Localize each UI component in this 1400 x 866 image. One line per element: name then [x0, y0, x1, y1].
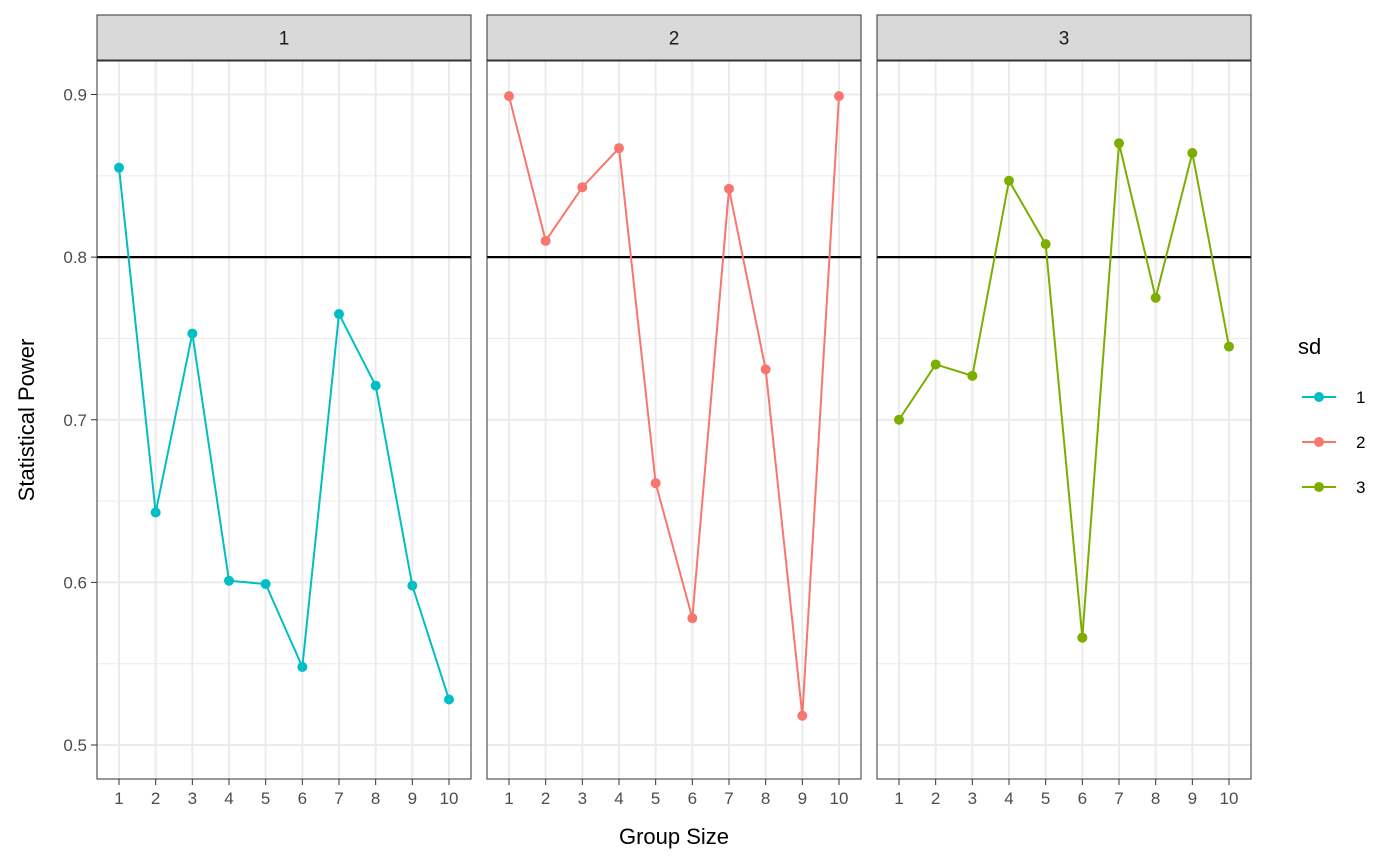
data-point: [407, 580, 418, 591]
strip-background: [486, 14, 862, 61]
data-point: [1150, 292, 1161, 303]
data-point: [797, 710, 808, 721]
data-point: [930, 359, 941, 370]
data-point: [187, 328, 198, 339]
x-tick-label: 5: [651, 789, 660, 808]
data-point: [224, 575, 234, 586]
data-point: [444, 694, 454, 705]
y-tick-label: 0.6: [63, 573, 87, 592]
x-tick-label: 2: [151, 789, 160, 808]
y-tick-label: 0.9: [63, 86, 87, 105]
x-tick-label: 2: [541, 789, 550, 808]
series-line-3: [898, 143, 1230, 638]
data-point: [650, 478, 661, 489]
x-tick-label: 8: [761, 789, 770, 808]
data-point: [1114, 138, 1124, 149]
strip-label: 1: [279, 29, 290, 50]
panel-3: 3 1 2 3 4 5 6 7 8 9 10: [876, 14, 1252, 808]
data-point: [724, 183, 734, 194]
y-tick-label: 0.7: [63, 411, 87, 430]
x-tick-label: 6: [298, 789, 307, 808]
data-point: [370, 380, 381, 391]
y-axis: 0.5 0.6 0.7 0.8 0.9: [63, 86, 97, 755]
x-tick-label: 1: [114, 789, 123, 808]
x-tick-label: 4: [614, 789, 623, 808]
panel-border: [486, 60, 862, 780]
x-tick-label: 10: [1220, 789, 1239, 808]
legend-entry-2: 2: [1302, 433, 1365, 452]
y-tick-label: 0.8: [63, 248, 87, 267]
x-axis-title: Group Size: [619, 824, 729, 849]
strip-label: 2: [669, 29, 680, 50]
x-tick-label: 10: [440, 789, 459, 808]
x-tick-label: 8: [1151, 789, 1160, 808]
data-point: [614, 143, 624, 154]
x-tick-label: 10: [830, 789, 849, 808]
legend-label: 3: [1356, 478, 1365, 497]
legend-label: 2: [1356, 433, 1365, 452]
data-point: [260, 579, 271, 590]
legend-title: sd: [1298, 334, 1321, 359]
data-point: [504, 91, 514, 102]
x-tick-label: 7: [724, 789, 733, 808]
x-tick-label: 9: [408, 789, 417, 808]
x-tick-label: 5: [261, 789, 270, 808]
x-tick-label: 1: [504, 789, 513, 808]
legend-key-point: [1314, 482, 1324, 492]
data-point: [150, 507, 161, 518]
legend-key-point: [1314, 392, 1324, 402]
series-line-1: [118, 167, 450, 700]
x-tick-label: 6: [1078, 789, 1087, 808]
panel-2: 2 1 2 3 4 5 6 7 8 9 10: [486, 14, 862, 808]
x-tick-label: 9: [1188, 789, 1197, 808]
data-point: [577, 182, 588, 193]
x-tick-label: 3: [188, 789, 197, 808]
x-tick-label: 7: [1114, 789, 1123, 808]
data-point: [334, 309, 344, 320]
y-tick-label: 0.5: [63, 736, 87, 755]
x-tick-label: 3: [578, 789, 587, 808]
y-axis-title: Statistical Power: [14, 339, 39, 502]
x-tick-label: 1: [894, 789, 903, 808]
data-point: [540, 235, 551, 246]
x-tick-label: 2: [931, 789, 940, 808]
panel-border: [876, 60, 1252, 780]
data-point: [834, 91, 844, 102]
x-tick-label: 3: [968, 789, 977, 808]
strip-background: [96, 14, 472, 61]
data-point: [760, 364, 771, 375]
series-line-2: [508, 95, 840, 716]
data-point: [1040, 239, 1051, 250]
legend-entry-3: 3: [1302, 478, 1365, 497]
data-point: [1187, 148, 1198, 159]
x-tick-label: 8: [371, 789, 380, 808]
data-point: [297, 661, 308, 672]
x-tick-label: 5: [1041, 789, 1050, 808]
legend-label: 1: [1356, 388, 1365, 407]
data-point: [114, 162, 124, 173]
x-tick-label: 7: [334, 789, 343, 808]
data-point: [894, 414, 904, 425]
data-point: [687, 613, 698, 624]
data-point: [1004, 175, 1014, 186]
panel-1: 1 1 2 3 4 5 6 7 8 9 10: [96, 14, 472, 808]
x-tick-label: 4: [224, 789, 233, 808]
x-tick-label: 9: [798, 789, 807, 808]
strip-label: 3: [1059, 29, 1070, 50]
legend-key-point: [1314, 437, 1324, 447]
strip-background: [876, 14, 1252, 61]
data-point: [967, 370, 978, 381]
legend: sd 1 2 3: [1298, 334, 1365, 497]
x-tick-label: 6: [688, 789, 697, 808]
panels: 1 1 2 3 4 5 6 7 8 9 10 2 1 2 3 4 5 6 7 8 9 10 3 1 2 3 4 5 6 7 8 9 10: [96, 14, 1252, 808]
data-point: [1077, 632, 1088, 643]
x-tick-label: 4: [1004, 789, 1013, 808]
data-point: [1224, 341, 1234, 352]
legend-entry-1: 1: [1302, 388, 1365, 407]
